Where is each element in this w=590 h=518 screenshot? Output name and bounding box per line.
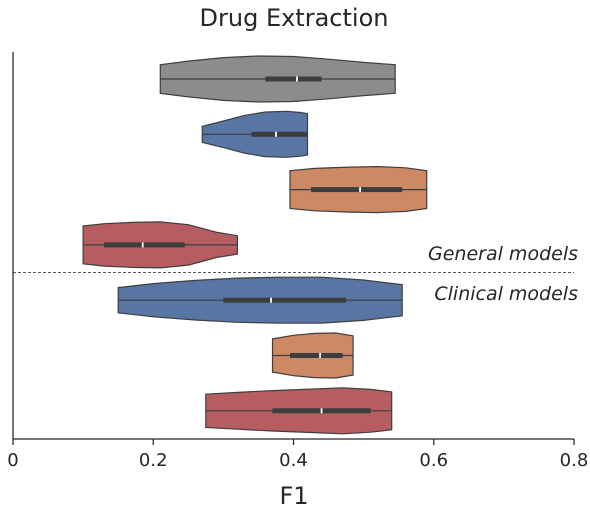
x-tick-label: 0.8 (560, 450, 589, 471)
violin-iqr-box (251, 131, 308, 137)
x-axis-label: F1 (279, 482, 308, 510)
x-tick-label: 0.2 (139, 450, 168, 471)
violin-1 (159, 55, 396, 103)
violin-iqr-box (104, 242, 185, 248)
violin-7 (205, 387, 393, 435)
x-tick-label: 0.6 (419, 450, 448, 471)
violin-2 (201, 110, 309, 158)
violin-3 (289, 165, 428, 214)
violin-4 (82, 221, 238, 269)
violin-iqr-box (223, 297, 347, 303)
violin-5 (117, 276, 403, 324)
chart-title: Drug Extraction (200, 4, 389, 32)
violin-iqr-box (289, 353, 343, 358)
violin-iqr-box (311, 187, 403, 193)
violin-6 (271, 332, 354, 379)
x-tick-label: 0 (7, 450, 18, 471)
violin-iqr-box (265, 76, 322, 82)
clinical-models-label: Clinical models (434, 283, 578, 305)
x-tick-label: 0.4 (279, 450, 308, 471)
x-ticks-layer: 0 0.2 0.4 0.6 0.8 (7, 439, 588, 471)
violins-layer (82, 55, 428, 435)
general-models-label: General models (428, 243, 578, 265)
